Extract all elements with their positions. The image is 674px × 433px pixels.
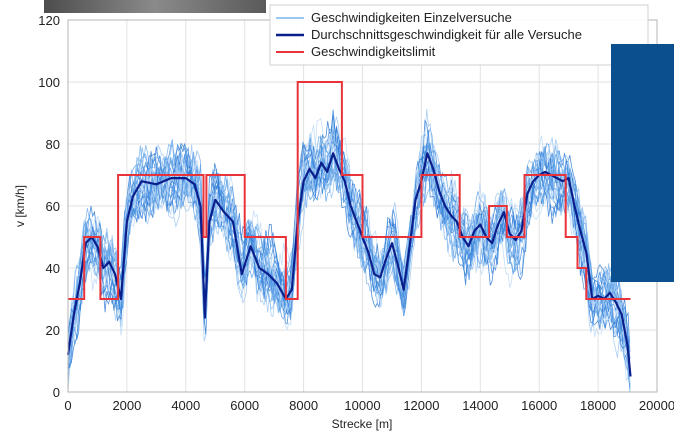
x-tick-label: 2000: [112, 398, 141, 413]
legend-label-limit: Geschwindigkeitslimit: [311, 44, 436, 59]
individual-trial-line: [67, 143, 631, 353]
y-tick-label: 0: [53, 385, 60, 400]
x-tick-label: 16000: [521, 398, 557, 413]
y-tick-label: 20: [46, 323, 60, 338]
y-tick-labels: 0 20 40 60 80 100 120: [38, 13, 60, 400]
x-tick-label: 14000: [462, 398, 498, 413]
photo-strip: [44, 0, 266, 13]
legend-label-individual: Geschwindigkeiten Einzelversuche: [311, 10, 512, 25]
x-tick-label: 20000: [639, 398, 674, 413]
speed-limit-line: [68, 81, 631, 300]
x-axis-label: Strecke [m]: [332, 417, 393, 431]
average-series: [66, 152, 632, 377]
average-speed-line: [66, 152, 632, 377]
individual-trial-line: [67, 122, 631, 359]
y-tick-label: 80: [46, 137, 60, 152]
y-tick-label: 100: [38, 75, 60, 90]
x-tick-label: 12000: [403, 398, 439, 413]
speed-limit-series: [68, 81, 631, 300]
plot-area: [66, 19, 658, 393]
y-tick-label: 40: [46, 261, 60, 276]
y-axis-label: v [km/h]: [13, 185, 27, 227]
blue-overlay-panel: [611, 44, 674, 282]
x-tick-label: 4000: [171, 398, 200, 413]
x-tick-labels: 0 2000 4000 6000 8000 10000 12000 14000 16000 180…: [64, 398, 674, 413]
x-tick-label: 0: [64, 398, 71, 413]
y-tick-label: 120: [38, 13, 60, 28]
x-tick-label: 8000: [289, 398, 318, 413]
legend-box: [269, 4, 649, 66]
x-tick-label: 6000: [230, 398, 259, 413]
x-tick-label: 18000: [580, 398, 616, 413]
legend: Geschwindigkeiten Einzelversuche Durchsc…: [269, 4, 649, 66]
y-tick-label: 60: [46, 199, 60, 214]
x-tick-label: 10000: [344, 398, 380, 413]
legend-label-average: Durchschnittsgeschwindigkeit für alle Ve…: [311, 27, 582, 42]
